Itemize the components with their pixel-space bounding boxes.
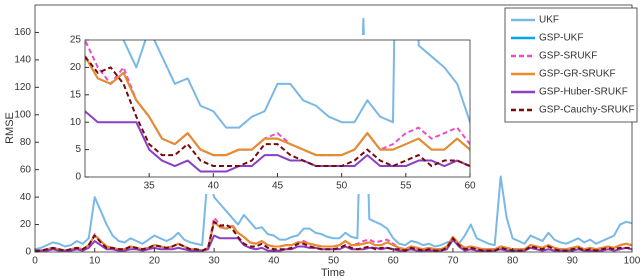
x-tick-label: 30 xyxy=(209,256,221,267)
x-tick-label: 70 xyxy=(447,256,459,267)
legend-label: GSP-UKF xyxy=(539,33,583,44)
x-tick-label: 40 xyxy=(208,181,220,192)
x-tick-label: 50 xyxy=(328,256,340,267)
x-tick-label: 45 xyxy=(272,181,284,192)
legend-label: GSP-GR-SRUKF xyxy=(539,69,616,80)
x-tick-label: 50 xyxy=(336,181,348,192)
x-tick-label: 60 xyxy=(464,181,476,192)
legend-label: GSP-SRUKF xyxy=(539,51,597,62)
y-tick-label: 0 xyxy=(25,247,31,258)
y-tick-label: 25 xyxy=(70,35,82,46)
x-tick-label: 0 xyxy=(32,256,38,267)
y-tick-label: 20 xyxy=(20,219,32,230)
series-line xyxy=(122,40,470,129)
legend-label: UKF xyxy=(539,15,559,26)
x-tick-label: 10 xyxy=(89,256,101,267)
y-tick-label: 140 xyxy=(14,55,31,66)
x-tick-label: 55 xyxy=(400,181,412,192)
legend-label: GSP-Cauchy-SRUKF xyxy=(539,105,635,116)
y-tick-label: 80 xyxy=(20,137,32,148)
y-tick-label: 100 xyxy=(14,109,31,120)
x-tick-label: 60 xyxy=(388,256,400,267)
plot-area xyxy=(85,40,470,173)
x-tick-label: 35 xyxy=(144,181,156,192)
y-tick-label: 5 xyxy=(75,144,81,155)
y-tick-label: 120 xyxy=(14,82,31,93)
x-tick-label: 20 xyxy=(149,256,161,267)
y-axis-label: RMSE xyxy=(4,112,16,144)
y-tick-label: 60 xyxy=(20,164,32,175)
y-tick-label: 15 xyxy=(70,89,82,100)
x-tick-label: 90 xyxy=(567,256,579,267)
series-line xyxy=(85,55,470,168)
x-tick-label: 100 xyxy=(624,256,640,267)
y-tick-label: 20 xyxy=(70,62,82,73)
legend-box xyxy=(504,7,638,123)
x-tick-label: 80 xyxy=(507,256,519,267)
y-tick-label: 40 xyxy=(20,192,32,203)
plot-area xyxy=(35,17,632,252)
y-tick-label: 160 xyxy=(14,27,31,38)
legend-label: GSP-Huber-SRUKF xyxy=(539,87,628,98)
x-tick-label: 40 xyxy=(268,256,280,267)
series-line xyxy=(85,55,470,157)
y-tick-label: 10 xyxy=(70,117,82,128)
series-line xyxy=(35,220,632,252)
x-axis-label: Time xyxy=(321,267,345,279)
inset-background xyxy=(57,35,476,194)
series-line xyxy=(35,17,632,251)
y-tick-label: 0 xyxy=(75,172,81,183)
